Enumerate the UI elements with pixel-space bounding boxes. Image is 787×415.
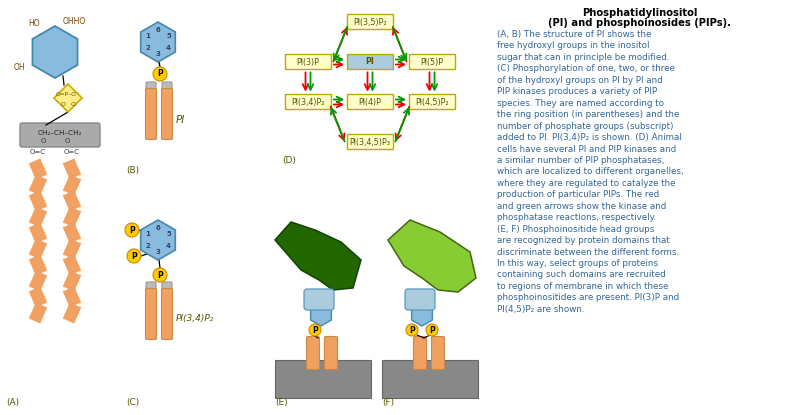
FancyBboxPatch shape [162,282,172,290]
FancyBboxPatch shape [146,288,157,339]
FancyBboxPatch shape [347,95,393,110]
Text: P: P [429,325,435,334]
Polygon shape [412,302,432,326]
Text: 3: 3 [156,249,161,255]
FancyBboxPatch shape [285,95,331,110]
Circle shape [426,324,438,336]
Polygon shape [275,222,361,290]
Circle shape [127,249,141,263]
Text: O: O [65,138,70,144]
Text: P: P [157,69,163,78]
Text: Phosphatidylinositol: Phosphatidylinositol [582,8,698,18]
FancyBboxPatch shape [347,15,393,29]
FancyBboxPatch shape [146,88,157,139]
Text: O: O [71,102,76,107]
Text: (B): (B) [126,166,139,175]
Text: PI(3,4,5)P₃: PI(3,4,5)P₃ [349,137,390,146]
FancyBboxPatch shape [161,88,172,139]
Polygon shape [141,22,176,62]
Text: P: P [157,271,163,279]
FancyBboxPatch shape [146,282,156,290]
FancyBboxPatch shape [20,123,100,147]
Text: (E): (E) [275,398,287,407]
Text: CH₂–CH–CH₂: CH₂–CH–CH₂ [38,130,83,136]
FancyBboxPatch shape [409,54,455,69]
Text: O=C: O=C [30,149,46,155]
FancyBboxPatch shape [409,95,455,110]
FancyBboxPatch shape [306,337,320,369]
Text: 6: 6 [156,27,161,33]
Polygon shape [311,302,331,326]
Text: (F): (F) [382,398,394,407]
Text: PI(5)P: PI(5)P [420,58,444,66]
Text: (C): (C) [126,398,139,407]
Text: PI(3,5)P₂: PI(3,5)P₂ [353,17,387,27]
Polygon shape [32,26,77,78]
Text: PI(3)P: PI(3)P [297,58,320,66]
FancyBboxPatch shape [285,54,331,69]
Polygon shape [388,220,476,292]
FancyBboxPatch shape [324,337,338,369]
FancyBboxPatch shape [431,337,445,369]
Text: O=C: O=C [64,149,80,155]
Text: PI(3,4)P₂: PI(3,4)P₂ [176,313,214,322]
Text: O: O [61,102,65,107]
Text: 5: 5 [166,231,171,237]
Text: 3: 3 [156,51,161,57]
Text: PI: PI [366,58,375,66]
Text: 1: 1 [145,33,150,39]
Polygon shape [54,84,82,112]
Text: OH: OH [13,63,25,73]
FancyBboxPatch shape [413,337,427,369]
Text: PI(4,5)P₂: PI(4,5)P₂ [416,98,449,107]
Text: (A, B) The structure of PI shows the
free hydroxyl groups in the inositol
sugar : (A, B) The structure of PI shows the fre… [497,30,684,314]
Text: (A): (A) [6,398,19,407]
Text: 4: 4 [166,243,171,249]
Text: HO: HO [39,34,50,42]
FancyBboxPatch shape [347,134,393,149]
Text: P: P [409,325,415,334]
FancyBboxPatch shape [161,288,172,339]
Circle shape [125,223,139,237]
Text: 2: 2 [146,45,150,51]
Text: OHHO: OHHO [63,17,87,27]
Circle shape [153,268,167,282]
Polygon shape [141,220,176,260]
Circle shape [309,324,321,336]
Text: O=P–O⁻: O=P–O⁻ [56,91,80,97]
Text: (D): (D) [282,156,296,165]
Text: PI(3,4)P₂: PI(3,4)P₂ [291,98,325,107]
Text: P: P [131,251,137,261]
Text: PI(4)P: PI(4)P [359,98,382,107]
Circle shape [153,67,167,81]
FancyBboxPatch shape [382,360,478,398]
FancyBboxPatch shape [275,360,371,398]
FancyBboxPatch shape [304,289,334,310]
Text: 2: 2 [146,243,150,249]
Text: HO: HO [28,20,40,29]
Text: P: P [312,325,318,334]
Text: O: O [40,138,46,144]
FancyBboxPatch shape [162,82,172,90]
Text: 4: 4 [166,45,171,51]
Text: 5: 5 [166,33,171,39]
Text: P: P [129,225,135,234]
FancyBboxPatch shape [347,54,393,69]
Text: 1: 1 [145,231,150,237]
Text: 6: 6 [156,225,161,231]
Text: PI: PI [176,115,185,125]
Circle shape [406,324,418,336]
FancyBboxPatch shape [146,82,156,90]
FancyBboxPatch shape [405,289,435,310]
Text: (PI) and phosphoinosides (PIPs).: (PI) and phosphoinosides (PIPs). [549,18,731,28]
